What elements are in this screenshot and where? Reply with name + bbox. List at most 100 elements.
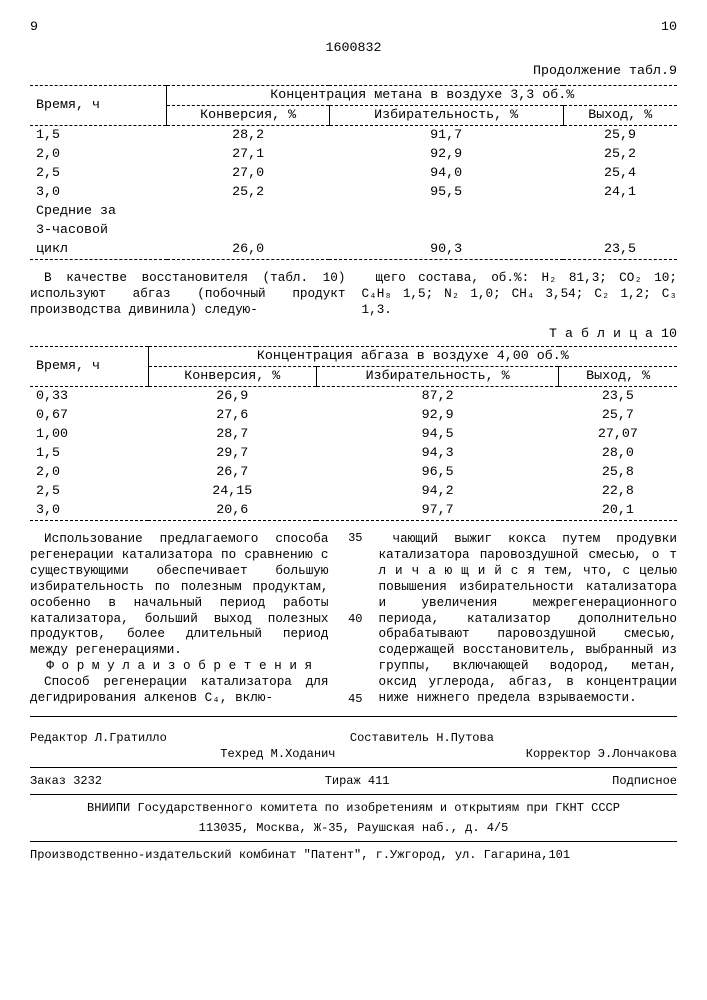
table-row: 3,020,697,720,1 (30, 501, 677, 521)
cell-yield: 27,07 (559, 425, 677, 444)
cell-conv: 26,9 (148, 387, 316, 407)
cell-sel: 91,7 (329, 126, 563, 146)
cell-time: 0,33 (30, 387, 148, 407)
techred: Техред М.Ходанич (220, 747, 335, 761)
avg-label2: 3-часовой (30, 221, 167, 240)
cell-sel: 92,9 (329, 145, 563, 164)
table-row: 2,026,796,525,8 (30, 463, 677, 482)
cell-sel: 92,9 (316, 406, 558, 425)
cell-time: 1,5 (30, 126, 167, 146)
t10-col-time: Время, ч (30, 347, 148, 387)
compiler: Составитель Н.Путова (350, 731, 494, 745)
cell-yield: 25,7 (559, 406, 677, 425)
avg-c: 26,0 (167, 240, 329, 260)
midtext-left: В качестве восстановителя (табл. 10) исп… (30, 270, 346, 317)
formula-heading: Ф о р м у л а и з о б р е т е н и я (30, 658, 329, 674)
editor: Редактор Л.Гратилло (30, 731, 167, 745)
cell-conv: 24,15 (148, 482, 316, 501)
table-row: 2,524,1594,222,8 (30, 482, 677, 501)
cell-time: 3,0 (30, 183, 167, 202)
cell-yield: 22,8 (559, 482, 677, 501)
cell-sel: 96,5 (316, 463, 558, 482)
cell-time: 2,5 (30, 164, 167, 183)
table-row: 1,528,291,725,9 (30, 126, 677, 146)
ln40: 40 (345, 612, 363, 626)
cell-conv: 20,6 (148, 501, 316, 521)
cell-yield: 24,1 (563, 183, 677, 202)
line-numbers: 35 40 45 (345, 531, 363, 705)
order: Заказ 3232 (30, 774, 102, 788)
midtext-right: щего состава, об.%: H₂ 81,3; CO₂ 10; C₄H… (362, 270, 678, 317)
page-numbers: 9 10 (30, 20, 677, 35)
cell-sel: 94,3 (316, 444, 558, 463)
body-left-p2: Способ регенерации катализатора для деги… (30, 674, 329, 706)
cell-conv: 26,7 (148, 463, 316, 482)
cell-conv: 28,7 (148, 425, 316, 444)
doc-number: 1600832 (30, 41, 677, 56)
cell-time: 2,5 (30, 482, 148, 501)
table-10: Время, ч Концентрация абгаза в воздухе 4… (30, 346, 677, 521)
cell-yield: 25,4 (563, 164, 677, 183)
cell-time: 1,5 (30, 444, 148, 463)
page-right: 10 (661, 20, 677, 35)
col-conv: Конверсия, % (167, 106, 329, 126)
org1: ВНИИПИ Государственного комитета по изоб… (30, 801, 677, 815)
cell-conv: 27,6 (148, 406, 316, 425)
tirazh: Тираж 411 (325, 774, 390, 788)
cell-conv: 27,0 (167, 164, 329, 183)
avg-label1: Средние за (30, 202, 167, 221)
cell-sel: 87,2 (316, 387, 558, 407)
corrector: Корректор Э.Лончакова (526, 747, 677, 761)
table-9: Время, ч Концентрация метана в воздухе 3… (30, 85, 677, 260)
avg-label3: цикл (30, 240, 167, 260)
table-row: 2,527,094,025,4 (30, 164, 677, 183)
signed: Подписное (612, 774, 677, 788)
body-left-p1: Использование предлагаемого способа реге… (30, 531, 329, 658)
cell-conv: 28,2 (167, 126, 329, 146)
org2: 113035, Москва, Ж-35, Раушская наб., д. … (30, 821, 677, 835)
table-row: 1,0028,794,527,07 (30, 425, 677, 444)
cell-sel: 97,7 (316, 501, 558, 521)
midtext-block: В качестве восстановителя (табл. 10) исп… (30, 270, 677, 317)
cell-time: 1,00 (30, 425, 148, 444)
avg-s: 90,3 (329, 240, 563, 260)
cell-time: 0,67 (30, 406, 148, 425)
table-row: 0,3326,987,223,5 (30, 387, 677, 407)
footer: Редактор Л.Гратилло Составитель Н.Путова… (30, 731, 677, 862)
body-right-p: чающий выжиг кокса путем продувки катали… (379, 531, 678, 705)
t10-col-yield: Выход, % (559, 367, 677, 387)
cell-yield: 28,0 (559, 444, 677, 463)
cell-yield: 25,2 (563, 145, 677, 164)
t10-col-conv: Конверсия, % (148, 367, 316, 387)
avg-y: 23,5 (563, 240, 677, 260)
t10-col-sel: Избирательность, % (316, 367, 558, 387)
ln35: 35 (345, 531, 363, 545)
col-yield: Выход, % (563, 106, 677, 126)
cell-time: 2,0 (30, 145, 167, 164)
t10-header-span: Концентрация абгаза в воздухе 4,00 об.% (148, 347, 677, 367)
cell-sel: 94,0 (329, 164, 563, 183)
cell-conv: 29,7 (148, 444, 316, 463)
cell-conv: 27,1 (167, 145, 329, 164)
cell-sel: 94,5 (316, 425, 558, 444)
cell-sel: 94,2 (316, 482, 558, 501)
table-row: 2,027,192,925,2 (30, 145, 677, 164)
table-row: 3,025,295,524,1 (30, 183, 677, 202)
table9-continuation: Продолжение табл.9 (30, 64, 677, 79)
cell-yield: 20,1 (559, 501, 677, 521)
table9-header-span: Концентрация метана в воздухе 3,3 об.% (167, 86, 677, 106)
ln45: 45 (345, 692, 363, 706)
table-row: 0,6727,692,925,7 (30, 406, 677, 425)
press: Производственно-издательский комбинат "П… (30, 848, 677, 862)
cell-conv: 25,2 (167, 183, 329, 202)
cell-yield: 25,8 (559, 463, 677, 482)
cell-time: 2,0 (30, 463, 148, 482)
table10-title: Т а б л и ц а 10 (30, 327, 677, 342)
col-sel: Избирательность, % (329, 106, 563, 126)
cell-sel: 95,5 (329, 183, 563, 202)
cell-yield: 23,5 (559, 387, 677, 407)
table-row: 1,529,794,328,0 (30, 444, 677, 463)
page-left: 9 (30, 20, 38, 35)
col-time: Время, ч (30, 86, 167, 126)
body-text: Использование предлагаемого способа реге… (30, 531, 677, 705)
